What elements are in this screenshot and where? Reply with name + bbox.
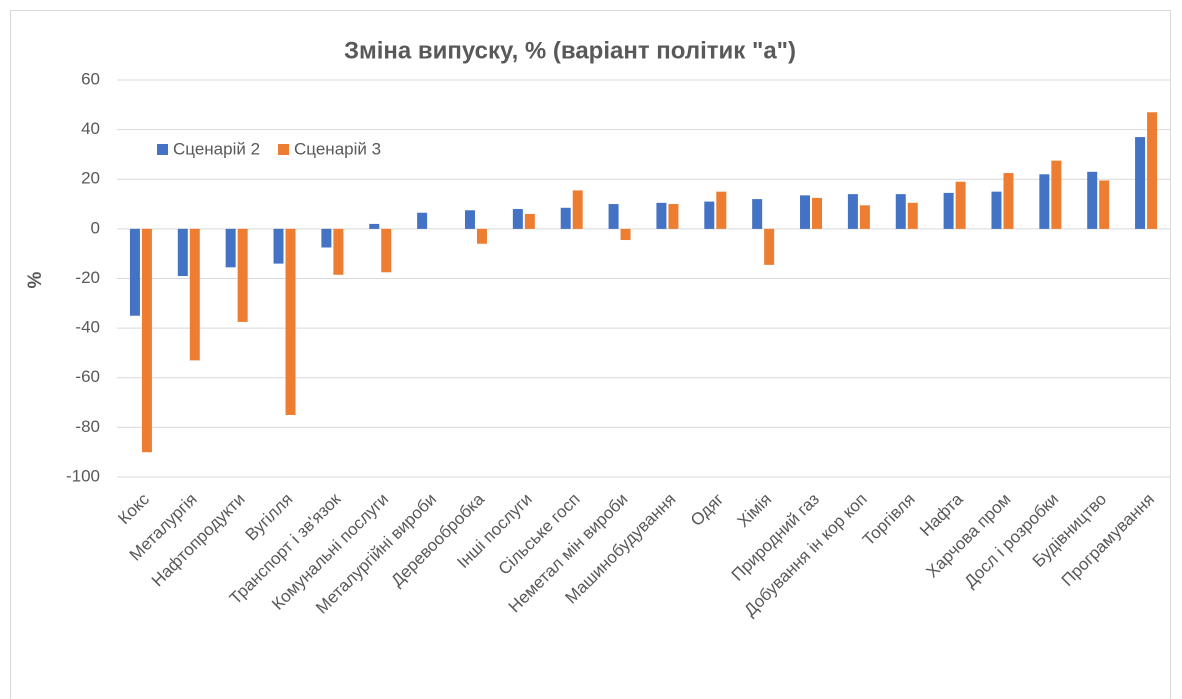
bar	[1039, 174, 1050, 229]
bar	[464, 210, 475, 229]
y-tick-label: -60	[75, 367, 100, 386]
bar	[620, 228, 631, 241]
bar	[285, 228, 296, 415]
y-tick-label: 0	[91, 218, 100, 237]
bar	[764, 228, 775, 265]
bar	[333, 228, 344, 275]
bar	[656, 202, 667, 229]
bar	[668, 204, 679, 229]
bar	[1099, 180, 1110, 229]
bar	[524, 213, 535, 229]
bar	[560, 207, 571, 229]
bar	[847, 194, 858, 229]
bar	[800, 195, 811, 229]
bar	[704, 201, 715, 229]
y-axis-label: %	[25, 271, 46, 288]
bar	[895, 194, 906, 229]
y-tick-label: 20	[81, 169, 100, 188]
bar	[955, 181, 966, 229]
legend-swatch	[157, 144, 168, 155]
bar	[716, 191, 727, 229]
bar	[752, 199, 763, 229]
bar	[189, 228, 200, 361]
bar	[381, 228, 392, 273]
bar	[512, 209, 523, 229]
bar	[943, 192, 954, 229]
bar	[129, 228, 140, 316]
bar	[608, 204, 619, 229]
bar	[572, 190, 583, 229]
y-tick-label: 60	[81, 69, 100, 88]
bar	[1051, 160, 1062, 229]
bar	[1147, 112, 1158, 229]
bar	[991, 191, 1002, 229]
bar	[1087, 171, 1098, 229]
y-tick-label: -80	[75, 417, 100, 436]
legend-label: Сценарій 3	[294, 139, 381, 158]
bar	[1135, 137, 1146, 229]
bar	[321, 228, 332, 248]
bar	[225, 228, 236, 268]
bar	[417, 212, 428, 229]
bar	[369, 223, 380, 229]
bar	[476, 228, 487, 244]
legend-swatch	[278, 144, 290, 155]
bar	[812, 197, 823, 229]
bar	[907, 202, 918, 229]
chart-title: Зміна випуску, % (варіант політик "а")	[344, 37, 796, 64]
bar	[273, 228, 284, 264]
bar	[859, 205, 870, 229]
bar	[141, 228, 152, 453]
legend-label: Сценарій 2	[173, 139, 260, 158]
bar	[177, 228, 188, 277]
bar	[1003, 173, 1014, 229]
y-tick-label: -40	[75, 318, 100, 337]
y-tick-label: 40	[81, 119, 100, 138]
y-tick-label: -100	[66, 466, 100, 485]
y-tick-label: -20	[75, 268, 100, 287]
chart-frame	[10, 10, 1171, 699]
bar	[237, 228, 248, 322]
